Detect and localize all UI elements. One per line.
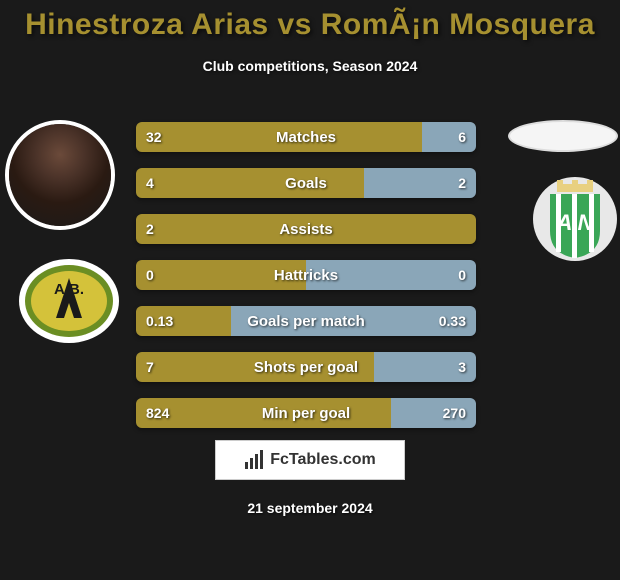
stat-label: Goals per match: [136, 306, 476, 336]
subtitle: Club competitions, Season 2024: [0, 58, 620, 74]
stats-bars: 326Matches 42Goals 2Assists 00Hattricks 0.13…: [136, 122, 476, 444]
site-logo-text: FcTables.com: [270, 451, 376, 469]
stat-label: Matches: [136, 122, 476, 152]
club-right-text: A N: [555, 210, 594, 235]
date-text: 21 september 2024: [0, 500, 620, 516]
stat-label: Goals: [136, 168, 476, 198]
stat-row: 2Assists: [136, 214, 476, 244]
stat-label: Shots per goal: [136, 352, 476, 382]
stat-label: Min per goal: [136, 398, 476, 428]
club-left-badge: A.B.: [18, 258, 120, 344]
stat-label: Hattricks: [136, 260, 476, 290]
page-title: Hinestroza Arias vs RomÃ¡n Mosquera: [0, 8, 620, 42]
club-right-badge: A N: [532, 176, 618, 262]
stat-row: 0.130.33Goals per match: [136, 306, 476, 336]
stat-row: 73Shots per goal: [136, 352, 476, 382]
club-left-text: A.B.: [54, 281, 84, 298]
stat-row: 824270Min per goal: [136, 398, 476, 428]
stat-label: Assists: [136, 214, 476, 244]
stat-row: 00Hattricks: [136, 260, 476, 290]
stat-row: 326Matches: [136, 122, 476, 152]
content-root: Hinestroza Arias vs RomÃ¡n Mosquera Club…: [0, 0, 620, 580]
player-left-photo-fill: [9, 124, 111, 226]
site-logo-box: FcTables.com: [215, 440, 405, 480]
player-right-photo: [508, 120, 618, 152]
bar-chart-icon: [244, 450, 264, 470]
stat-row: 42Goals: [136, 168, 476, 198]
player-left-photo: [5, 120, 115, 230]
